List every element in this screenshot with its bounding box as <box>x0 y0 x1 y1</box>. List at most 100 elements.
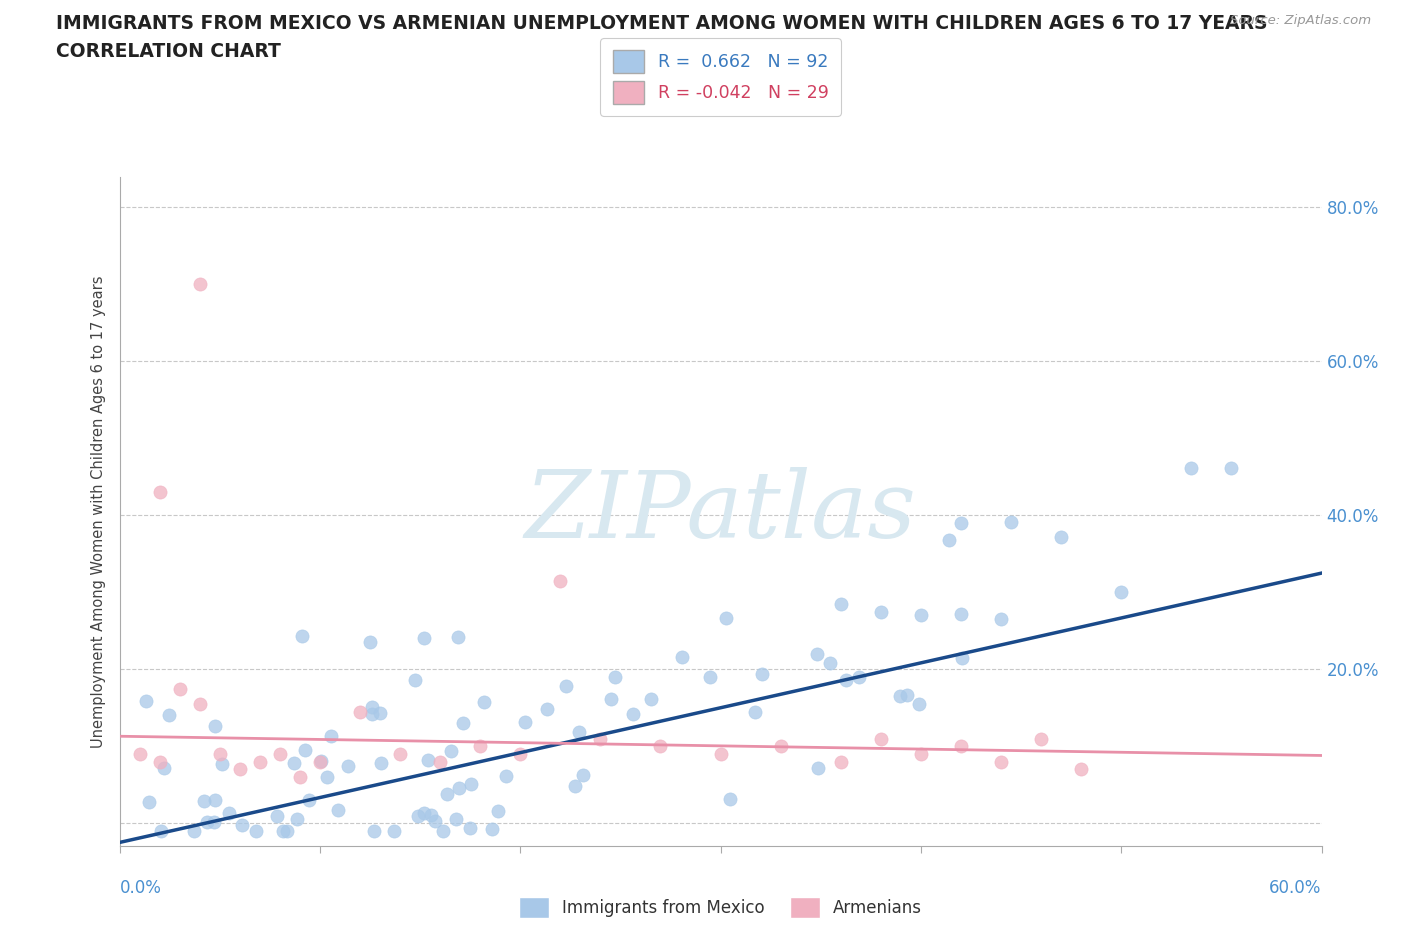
Point <box>830 754 852 769</box>
Point <box>321 729 343 744</box>
Point <box>910 608 932 623</box>
Text: 0.0%: 0.0% <box>120 879 162 897</box>
Point <box>621 707 644 722</box>
Point <box>388 747 412 762</box>
Point <box>807 761 830 776</box>
Point <box>291 629 314 644</box>
Point <box>554 679 576 694</box>
Point <box>513 715 536 730</box>
Text: CORRELATION CHART: CORRELATION CHART <box>56 42 281 60</box>
Point <box>412 805 434 820</box>
Point <box>193 793 215 808</box>
Point <box>451 715 474 730</box>
Point <box>990 754 1012 769</box>
Point <box>418 752 440 767</box>
Point <box>349 704 371 719</box>
Point <box>157 708 180 723</box>
Point <box>910 747 932 762</box>
Point <box>509 747 531 762</box>
Point <box>316 769 339 784</box>
Point <box>336 759 359 774</box>
Point <box>283 756 305 771</box>
Point <box>460 777 482 791</box>
Point <box>1000 514 1022 529</box>
Point <box>699 670 721 684</box>
Point <box>294 743 316 758</box>
Text: Source: ZipAtlas.com: Source: ZipAtlas.com <box>1230 14 1371 27</box>
Point <box>1180 460 1202 475</box>
Point <box>714 611 737 626</box>
Point <box>150 823 173 838</box>
Point <box>458 820 481 835</box>
Point <box>751 667 773 682</box>
Legend: Immigrants from Mexico, Armenians: Immigrants from Mexico, Armenians <box>512 890 929 925</box>
Point <box>446 630 468 644</box>
Text: IMMIGRANTS FROM MEXICO VS ARMENIAN UNEMPLOYMENT AMONG WOMEN WITH CHILDREN AGES 6: IMMIGRANTS FROM MEXICO VS ARMENIAN UNEMP… <box>56 14 1268 33</box>
Text: 60.0%: 60.0% <box>1270 879 1322 897</box>
Point <box>152 761 174 776</box>
Point <box>1029 731 1052 746</box>
Point <box>245 823 267 838</box>
Point <box>359 635 381 650</box>
Point <box>536 701 558 716</box>
Point <box>600 692 623 707</box>
Point <box>468 738 492 753</box>
Point <box>1111 585 1133 600</box>
Point <box>423 814 446 829</box>
Point <box>197 815 219 830</box>
Point <box>472 694 495 709</box>
Point <box>419 807 441 822</box>
Point <box>769 738 792 753</box>
Point <box>444 812 467 827</box>
Point <box>564 778 586 793</box>
Point <box>1220 460 1243 475</box>
Point <box>326 802 349 817</box>
Point <box>671 650 693 665</box>
Point <box>266 808 288 823</box>
Point <box>481 821 503 836</box>
Point <box>938 533 960 548</box>
Point <box>950 606 973 621</box>
Point <box>269 747 291 762</box>
Text: ZIPatlas: ZIPatlas <box>524 467 917 556</box>
Point <box>603 670 626 684</box>
Point <box>149 485 172 499</box>
Point <box>589 731 612 746</box>
Point <box>550 573 572 588</box>
Point <box>950 515 973 530</box>
Point <box>568 725 591 740</box>
Point <box>309 754 332 769</box>
Point <box>571 767 593 782</box>
Point <box>950 738 973 753</box>
Point <box>204 815 226 830</box>
Point <box>298 792 321 807</box>
Point <box>406 808 429 823</box>
Y-axis label: Unemployment Among Women with Children Ages 6 to 17 years: Unemployment Among Women with Children A… <box>91 275 107 748</box>
Point <box>650 738 672 753</box>
Point <box>950 650 973 665</box>
Point <box>806 646 828 661</box>
Point <box>869 604 893 619</box>
Point <box>135 694 157 709</box>
Point <box>404 672 426 687</box>
Point <box>495 769 517 784</box>
Point <box>744 704 766 719</box>
Point <box>384 823 406 838</box>
Point <box>204 793 226 808</box>
Point <box>640 691 662 706</box>
Point <box>848 670 870 684</box>
Point <box>285 811 308 826</box>
Point <box>231 817 253 832</box>
Point <box>830 596 852 611</box>
Point <box>188 697 211 711</box>
Point <box>363 823 385 838</box>
Point <box>249 754 271 769</box>
Point <box>896 687 918 702</box>
Point <box>288 770 311 785</box>
Point <box>447 781 470 796</box>
Point <box>486 804 509 818</box>
Point <box>149 754 172 769</box>
Point <box>368 706 391 721</box>
Point <box>228 762 252 777</box>
Point <box>218 806 240 821</box>
